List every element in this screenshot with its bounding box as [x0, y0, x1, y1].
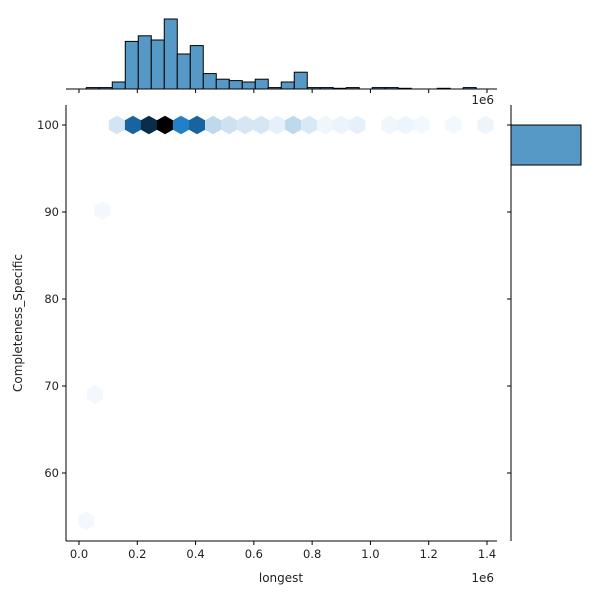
y-tick-label: 80 [44, 292, 59, 306]
x-axis-label: longest [259, 571, 304, 585]
hexbin-cell [172, 115, 190, 135]
y-tick-label: 90 [44, 205, 59, 219]
histogram-bar [137, 35, 152, 90]
x-tick-label: 1.4 [478, 547, 496, 561]
hexbin-cell [445, 115, 462, 135]
histogram-bar [332, 87, 347, 90]
hexbin-cell [317, 115, 334, 135]
histogram-bar [189, 45, 204, 90]
hexbin-cell [397, 115, 414, 135]
histogram-bar [397, 87, 412, 90]
hexbin-cell [333, 115, 350, 135]
histogram-bar [85, 87, 100, 90]
histogram-bar [215, 78, 230, 90]
histogram-bar [462, 87, 477, 90]
hexbin-cell [301, 115, 318, 135]
histogram-bar [241, 81, 256, 90]
y-tick-label: 100 [37, 118, 59, 132]
histogram-bar [306, 87, 321, 90]
histogram-bar [436, 87, 451, 90]
hexbin-cell [381, 115, 398, 135]
hexbin-cell [156, 115, 173, 135]
hexbin-cell [108, 115, 125, 135]
hexbin-cell [285, 115, 302, 135]
histogram-bar [293, 71, 308, 90]
histogram-bar [98, 87, 113, 90]
y-tick-label: 60 [44, 466, 59, 480]
histogram-bar [267, 87, 282, 90]
histogram-bar [124, 40, 139, 90]
hexbin-layer [78, 115, 494, 531]
top-offset-label: 1e6 [471, 93, 494, 107]
hexbin-cell [349, 115, 366, 135]
histogram-bar [163, 18, 178, 90]
hexbin-cell [413, 115, 430, 135]
hexbin-cell [269, 115, 286, 135]
x-tick-label: 0.6 [245, 547, 263, 561]
hexbin-cell [477, 115, 494, 135]
hexbin-cell [124, 115, 141, 135]
x-tick-label: 1.0 [361, 547, 379, 561]
x-tick-label: 0.2 [128, 547, 146, 561]
x-tick-label: 0.0 [70, 547, 88, 561]
hexbin-cell [205, 115, 222, 135]
hexbin-cell [253, 115, 270, 135]
histogram-bar [176, 53, 191, 90]
hexbin-cell [87, 385, 104, 404]
hexbin-cell [237, 115, 254, 135]
x-tick-label: 0.8 [303, 547, 321, 561]
marginal-x-histogram [66, 18, 497, 93]
hexbin-cell [94, 201, 111, 220]
marginal-y-histogram [507, 105, 582, 541]
histogram-bar [254, 78, 269, 90]
histogram-bar [280, 81, 295, 90]
histogram-bar [111, 81, 126, 90]
main-axes: 0.0 0.2 0.4 0.6 0.8 1.0 1.2 1.4 60 70 80 90 100 [37, 105, 497, 561]
hexbin-cell [140, 115, 157, 135]
hexbin-cell [189, 115, 206, 135]
y-tick-label: 70 [44, 379, 59, 393]
hexbin-cell [78, 511, 95, 531]
histogram-bar [384, 87, 399, 90]
histogram-bar [371, 87, 386, 90]
hexbin-cell [221, 115, 238, 135]
histogram-bar [228, 80, 243, 90]
histogram-bar [150, 39, 165, 90]
x-offset-label: 1e6 [471, 571, 494, 585]
y-axis-label: Completeness_Specific [11, 254, 25, 392]
histogram-bar [345, 87, 360, 90]
histogram-bar [202, 73, 217, 90]
x-tick-label: 1.2 [420, 547, 438, 561]
histogram-bar [510, 124, 582, 166]
x-tick-label: 0.4 [186, 547, 204, 561]
histogram-bar [319, 87, 334, 90]
